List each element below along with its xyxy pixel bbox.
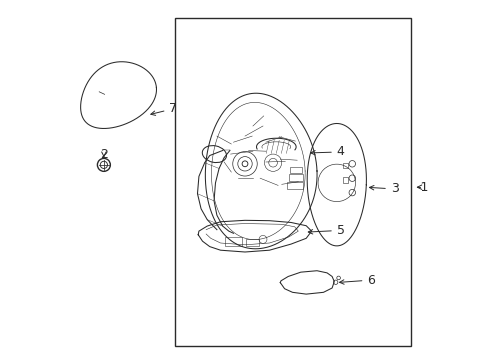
Text: 7: 7: [151, 102, 177, 115]
Circle shape: [102, 163, 105, 166]
Bar: [343, 177, 348, 183]
Bar: [289, 174, 303, 181]
Bar: [225, 237, 243, 246]
Bar: [290, 167, 302, 173]
Bar: [288, 182, 303, 189]
Text: 4: 4: [311, 145, 344, 158]
Bar: [245, 239, 259, 246]
Text: 2: 2: [100, 148, 108, 161]
Bar: [175, 18, 411, 346]
Text: 3: 3: [369, 183, 399, 195]
Bar: [343, 163, 348, 168]
Text: 6: 6: [340, 274, 375, 287]
Text: 5: 5: [308, 224, 345, 237]
Text: -1: -1: [416, 181, 428, 194]
